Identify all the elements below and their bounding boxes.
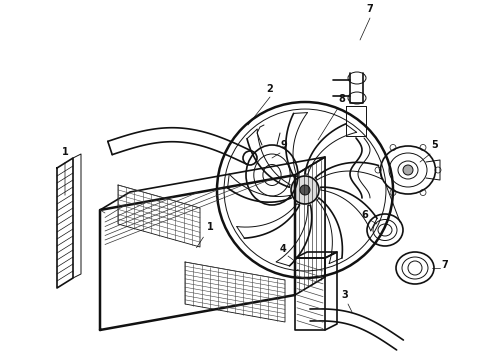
Circle shape — [300, 185, 310, 195]
Text: 6: 6 — [362, 210, 368, 220]
Text: 7: 7 — [441, 260, 448, 270]
Text: 9: 9 — [281, 140, 287, 150]
Text: 5: 5 — [432, 140, 439, 150]
Circle shape — [403, 165, 413, 175]
Circle shape — [291, 176, 319, 204]
Text: 7: 7 — [367, 4, 373, 14]
Text: 4: 4 — [280, 244, 286, 254]
Text: 2: 2 — [267, 84, 273, 94]
Text: 1: 1 — [62, 147, 69, 195]
Text: 8: 8 — [339, 94, 345, 104]
Text: 1: 1 — [196, 222, 213, 248]
Text: 3: 3 — [342, 290, 348, 300]
